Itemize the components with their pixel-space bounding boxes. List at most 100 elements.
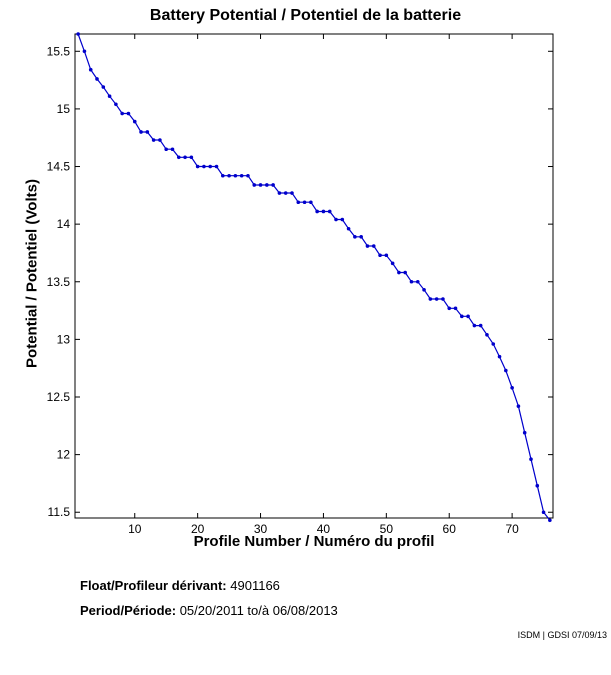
y-axis-label: Potential / Potentiel (Volts) — [23, 179, 41, 368]
data-point — [478, 323, 483, 328]
data-point — [415, 279, 420, 284]
y-tick-label: 14 — [57, 217, 71, 231]
period-value: 05/20/2011 to/à 06/08/2013 — [179, 603, 338, 618]
data-point — [208, 164, 213, 169]
plot-area — [74, 33, 554, 519]
data-point — [76, 32, 80, 36]
data-point — [529, 457, 533, 462]
data-point — [548, 518, 552, 523]
data-point — [371, 244, 376, 248]
data-point — [409, 279, 414, 284]
data-point — [139, 130, 143, 134]
data-point — [132, 119, 137, 124]
y-tick-label: 15 — [57, 102, 71, 116]
data-point — [246, 173, 250, 178]
data-point — [258, 183, 263, 187]
y-tick-label: 11.5 — [48, 505, 71, 519]
float-label: Float/Profileur dérivant: — [80, 578, 227, 593]
period-label: Period/Période: — [80, 603, 177, 618]
data-point — [472, 323, 477, 328]
float-info: Float/Profileur dérivant: 4901166 — [80, 578, 280, 593]
data-point — [422, 288, 426, 292]
data-point — [164, 147, 168, 152]
data-point — [252, 183, 257, 187]
data-point — [277, 191, 282, 195]
data-point — [302, 200, 307, 205]
data-point — [296, 200, 301, 205]
credit-text: ISDM | GDSI 07/09/13 — [517, 630, 607, 640]
data-point — [158, 138, 162, 142]
data-point — [145, 130, 150, 134]
data-point — [202, 164, 206, 169]
data-point — [214, 164, 219, 169]
data-point — [497, 354, 502, 359]
data-point — [195, 164, 200, 169]
data-point — [466, 314, 470, 319]
data-point — [309, 200, 313, 205]
y-tick-label: 13 — [57, 332, 71, 346]
y-tick-label: 15.5 — [47, 44, 71, 58]
data-point — [176, 155, 181, 160]
data-point — [340, 217, 345, 222]
data-point — [227, 173, 231, 178]
y-tick-label: 13.5 — [47, 275, 71, 289]
data-point — [522, 430, 527, 435]
data-point — [434, 297, 439, 301]
data-point — [485, 332, 489, 337]
data-point — [327, 209, 332, 214]
period-info: Period/Période: 05/20/2011 to/à 06/08/20… — [80, 603, 338, 618]
data-point — [346, 226, 351, 231]
data-point — [441, 297, 445, 301]
float-value: 4901166 — [230, 578, 280, 593]
data-point — [315, 209, 319, 214]
x-tick-label: 10 — [128, 522, 142, 536]
x-tick-label: 50 — [380, 522, 394, 536]
y-tick-label: 14.5 — [47, 160, 71, 174]
data-point — [107, 94, 112, 99]
data-point — [271, 183, 275, 187]
data-point — [239, 173, 244, 178]
x-axis-label: Profile Number / Numéro du profil — [193, 533, 435, 550]
data-point — [384, 253, 389, 258]
data-point — [151, 138, 156, 142]
x-tick-label: 70 — [505, 522, 519, 536]
data-point — [334, 217, 338, 222]
x-tick-label: 40 — [317, 522, 331, 536]
data-point — [88, 67, 93, 72]
data-point — [541, 510, 546, 515]
data-point — [101, 85, 106, 89]
data-point — [170, 147, 175, 152]
data-point — [265, 183, 269, 187]
data-point — [516, 404, 521, 409]
y-tick-label: 12 — [57, 448, 71, 462]
series-line — [77, 33, 551, 521]
x-tick-label: 30 — [254, 522, 268, 536]
data-point — [460, 314, 464, 319]
data-point — [95, 77, 99, 81]
x-tick-label: 60 — [443, 522, 457, 536]
data-point — [365, 244, 370, 248]
data-point — [359, 235, 363, 239]
x-axis-ticks: 10 20 30 40 50 60 70 — [128, 34, 519, 536]
data-point — [114, 102, 118, 107]
data-point — [189, 155, 194, 160]
data-point — [510, 385, 514, 390]
data-point — [378, 253, 382, 258]
battery-series — [76, 32, 552, 523]
data-point — [403, 270, 407, 275]
data-point — [290, 191, 294, 195]
y-tick-label: 12.5 — [47, 390, 71, 404]
y-axis-ticks: 11.5 12 12.5 13 13.5 14 14.5 15 15.5 — [47, 44, 553, 519]
data-point — [535, 483, 540, 488]
data-point — [397, 270, 401, 275]
data-point — [82, 49, 87, 54]
chart-title: Battery Potential / Potentiel de la batt… — [149, 7, 462, 24]
data-point — [233, 173, 238, 178]
data-point — [126, 111, 131, 116]
data-point — [283, 191, 288, 195]
data-point — [353, 235, 357, 239]
data-point — [447, 306, 452, 311]
data-point — [504, 368, 508, 373]
x-tick-label: 20 — [191, 522, 205, 536]
